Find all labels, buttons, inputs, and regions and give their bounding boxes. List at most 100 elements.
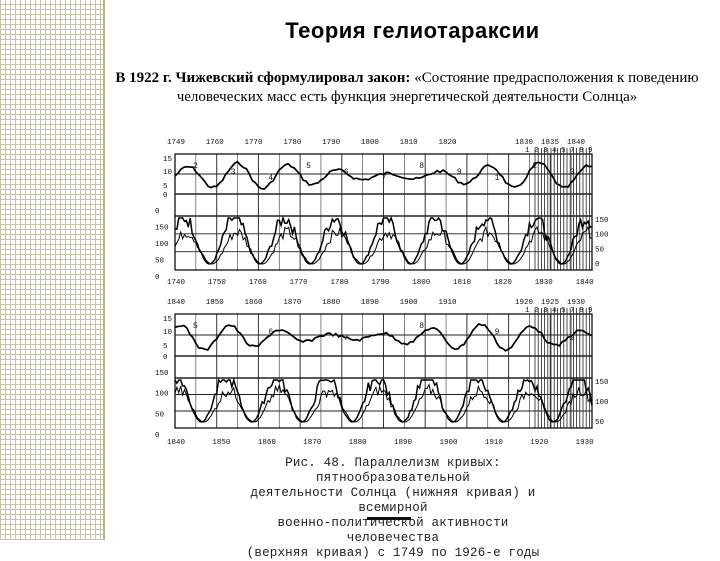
caption-line: Рис. 48. Параллелизм кривых: пятнообразо…	[285, 456, 501, 485]
caption-line: военно-политической активности человечес…	[277, 516, 509, 545]
year-label-bottom: 1830	[535, 279, 554, 287]
cycle-number-label: 8	[419, 162, 424, 171]
year-label-bottom: 1810	[453, 279, 472, 287]
year-label-bottom: 1860	[258, 439, 277, 447]
year-label-top: 1840	[167, 299, 186, 307]
y-tick-label-right: 100	[595, 232, 609, 240]
year-label-bottom: 1840	[167, 439, 186, 447]
secondary-curve	[174, 224, 593, 265]
year-label-bottom: 1770	[290, 279, 309, 287]
y-tick-label-right: 100	[595, 399, 609, 407]
caption-line: деятельности Солнца (нижняя кривая) и вс…	[250, 486, 536, 515]
y-tick-label-right: 0	[595, 261, 600, 269]
y-tick-label: 0	[155, 432, 160, 440]
y-tick-label: 50	[155, 411, 165, 419]
cycle-number-label: 9	[457, 168, 462, 177]
stripe-divider	[103, 0, 105, 540]
year-label-bottom: 1920	[530, 439, 549, 447]
year-label-bottom: 1880	[349, 439, 368, 447]
year-label-top: 1760	[206, 139, 225, 147]
year-label-bottom: 1910	[485, 439, 504, 447]
year-label-bottom: 1750	[208, 279, 227, 287]
year-label-bottom: 1900	[439, 439, 458, 447]
cycle-number-label: 8	[419, 322, 424, 331]
y-tick-label: 100	[155, 241, 169, 249]
cycle-number-label: 5	[306, 162, 311, 171]
cycle-number-label: 3	[570, 168, 575, 177]
year-label-top: 1910	[438, 299, 457, 307]
y-tick-label-right: 50	[595, 246, 605, 254]
cycle-number-label: 2	[193, 162, 198, 171]
y-tick-label: 150	[155, 225, 169, 233]
y-tick-label: 5	[163, 183, 168, 191]
year-label-top: 1770	[245, 139, 264, 147]
cycle-number-label: 3	[231, 168, 236, 177]
year-label-bottom: 1850	[212, 439, 231, 447]
sunspot-curve	[174, 215, 593, 265]
year-label-top: 1890	[361, 299, 380, 307]
year-label-top: 1790	[322, 139, 341, 147]
upper-activity-curve	[174, 322, 593, 352]
y-tick-label-right: 150	[595, 217, 609, 225]
year-label-top: 1820	[438, 139, 457, 147]
year-label-top: 1835	[541, 139, 560, 147]
year-label-bottom: 1760	[249, 279, 268, 287]
year-label-bottom: 1840	[576, 279, 595, 287]
cycle-number-label: 5	[193, 322, 198, 331]
top-right-marks: 1 2 3 4 5 7 8 9	[525, 147, 593, 155]
cycle-number-label: 7	[382, 174, 387, 183]
year-label-top: 1870	[283, 299, 302, 307]
intro-paragraph: В 1922 г. Чижевский сформулировал закон:…	[112, 69, 702, 107]
year-label-top: 1920	[515, 299, 534, 307]
chart-frame	[174, 313, 593, 429]
year-label-bottom: 1930	[576, 439, 595, 447]
cycle-number-label: 6	[344, 168, 349, 177]
year-label-bottom: 1890	[394, 439, 413, 447]
historical-chart-figure: 1749 1760 1770 1780 1790 1800 1810 1820 1830 1835…	[155, 139, 609, 447]
year-label-top: 1900	[400, 299, 419, 307]
cycle-number-label: 2	[570, 334, 575, 343]
y-tick-label: 0	[163, 192, 168, 200]
cycle-number-label: 4	[268, 174, 273, 183]
y-tick-label: 5	[163, 343, 168, 351]
y-tick-label-right: 150	[595, 379, 609, 387]
year-label-top: 1800	[361, 139, 380, 147]
decorative-grid-stripe	[0, 0, 103, 540]
cycle-number-label: 6	[268, 328, 273, 337]
year-label-top: 1925	[541, 299, 560, 307]
y-tick-label: 15	[163, 156, 173, 164]
caption-line: (верхняя кривая) с 1749 по 1926-е годы	[246, 546, 540, 560]
y-tick-label: 0	[155, 274, 160, 282]
year-label-top: 1749	[167, 139, 185, 147]
intro-quote-text: «Состояние предрасположения к поведению …	[176, 70, 699, 105]
cycle-number-label: 9	[495, 328, 500, 337]
caption-underline	[367, 517, 411, 520]
year-label-bottom: 1790	[371, 279, 390, 287]
figure-caption: Рис. 48. Параллелизм кривых: пятнообразо…	[228, 456, 558, 561]
year-label-top: 1860	[245, 299, 264, 307]
secondary-curve	[174, 382, 593, 423]
cycle-number-label: 1	[495, 174, 500, 183]
top-right-marks: 1 2 3 4 5 7 8 9	[525, 307, 593, 315]
year-label-top: 1830	[515, 139, 534, 147]
year-label-top: 1780	[283, 139, 302, 147]
year-label-bottom: 1800	[412, 279, 431, 287]
y-tick-label-right: 50	[595, 419, 605, 427]
year-label-top: 1880	[322, 299, 341, 307]
y-tick-label: 50	[155, 258, 165, 266]
year-label-top: 1850	[206, 299, 225, 307]
y-tick-label: 10	[163, 329, 173, 337]
y-tick-label: 10	[163, 169, 173, 177]
y-tick-label: 150	[155, 370, 169, 378]
year-label-bottom: 1820	[494, 279, 513, 287]
year-label-top: 1810	[400, 139, 419, 147]
year-label-top: 1840	[567, 139, 586, 147]
year-label-top: 1930	[567, 299, 586, 307]
y-tick-label: 0	[155, 208, 160, 216]
year-label-bottom: 1870	[303, 439, 322, 447]
year-label-bottom: 1780	[330, 279, 349, 287]
intro-bold-text: В 1922 г. Чижевский сформулировал закон:	[115, 70, 411, 86]
y-tick-label: 0	[163, 354, 168, 362]
cycle-number-label: 2	[532, 162, 537, 171]
y-tick-label: 100	[155, 391, 169, 399]
